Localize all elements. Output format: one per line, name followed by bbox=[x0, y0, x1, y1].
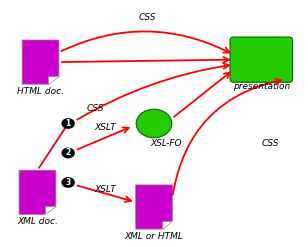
Circle shape bbox=[61, 118, 75, 129]
Circle shape bbox=[61, 177, 75, 188]
Circle shape bbox=[61, 147, 75, 158]
Polygon shape bbox=[19, 170, 56, 214]
Text: XSLT: XSLT bbox=[94, 185, 116, 194]
Polygon shape bbox=[136, 185, 172, 229]
Text: XSL-FO: XSL-FO bbox=[150, 139, 182, 148]
Polygon shape bbox=[45, 206, 56, 214]
Text: 3: 3 bbox=[66, 178, 71, 187]
Circle shape bbox=[136, 109, 172, 138]
FancyBboxPatch shape bbox=[230, 37, 293, 82]
Text: XSLT: XSLT bbox=[94, 123, 116, 132]
Text: presentation: presentation bbox=[233, 82, 290, 91]
Text: XML doc.: XML doc. bbox=[17, 217, 58, 226]
Polygon shape bbox=[162, 221, 172, 229]
Polygon shape bbox=[48, 76, 59, 84]
Text: CSS: CSS bbox=[139, 13, 156, 22]
Text: CSS: CSS bbox=[87, 104, 104, 113]
Text: 1: 1 bbox=[66, 119, 71, 128]
Text: XML or HTML: XML or HTML bbox=[124, 232, 184, 241]
Text: CSS: CSS bbox=[262, 139, 279, 148]
Text: HTML doc.: HTML doc. bbox=[17, 87, 64, 96]
Polygon shape bbox=[22, 40, 59, 84]
Text: 2: 2 bbox=[66, 148, 71, 158]
